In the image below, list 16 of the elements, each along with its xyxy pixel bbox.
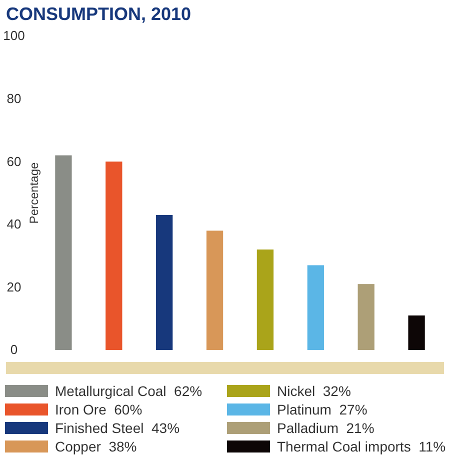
y-tick-label: 20 — [6, 279, 22, 294]
legend-label: Metallurgical Coal 62% — [55, 382, 202, 399]
y-axis-title: Percentage — [27, 162, 41, 224]
y-tick-label: 100 — [3, 28, 25, 44]
y-tick-label: 60 — [6, 154, 22, 169]
legend-label: Platinum 27% — [277, 401, 368, 418]
legend-label: Thermal Coal imports 11% — [277, 438, 446, 454]
y-tick-label: 40 — [6, 216, 22, 232]
y-tick-label: 0 — [10, 342, 18, 358]
legend-label: Finished Steel 43% — [55, 420, 180, 436]
chart-title: CONSUMPTION, 2010 — [6, 4, 192, 24]
legend-label: Iron Ore 60% — [55, 401, 142, 418]
y-tick-label: 80 — [6, 90, 22, 106]
legend-label: Copper 38% — [55, 438, 137, 454]
legend-label: Nickel 32% — [277, 382, 351, 399]
legend-label: Palladium 21% — [277, 420, 374, 436]
